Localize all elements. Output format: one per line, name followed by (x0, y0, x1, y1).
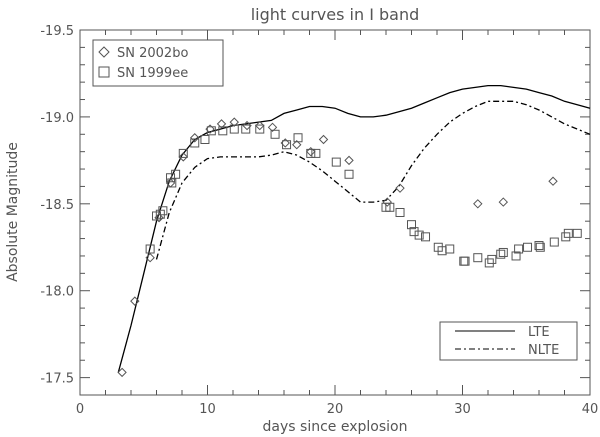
y-tick-label: -18.5 (40, 198, 74, 213)
point-sn-1999ee (293, 133, 303, 143)
point-sn-2002bo (382, 197, 392, 207)
point-sn-1999ee (145, 244, 155, 254)
point-sn-2002bo (130, 296, 140, 306)
point-sn-1999ee (158, 206, 168, 216)
legend-observations-box (92, 39, 224, 87)
model-lines (117, 84, 591, 373)
y-tick-label: -19.5 (40, 24, 74, 39)
point-sn-1999ee (241, 124, 251, 134)
point-sn-1999ee (523, 242, 533, 252)
point-sn-2002bo (498, 197, 509, 207)
y-axis-title: Absolute Magnitude (5, 142, 21, 282)
axis-tick-labels: 0 10 20 30 40 -17.5 -18.0 -18.5 -19.0 -19.5 (40, 24, 598, 417)
point-sn-2002bo (292, 140, 302, 150)
point-sn-1999ee (306, 148, 316, 158)
point-sn-1999ee (563, 228, 573, 238)
y-tick-label: -17.5 (40, 372, 74, 387)
x-axis-title: days since explosion (263, 419, 408, 435)
point-sn-1999ee (445, 244, 455, 254)
point-sn-1999ee (344, 169, 354, 179)
point-sn-1999ee (487, 254, 497, 264)
point-sn-1999ee (385, 202, 395, 212)
point-sn-1999ee (414, 230, 424, 240)
point-sn-2002bo (548, 176, 558, 186)
chart-title: light curves in I band (251, 5, 420, 24)
point-sn-2002bo (178, 152, 188, 162)
point-sn-2002bo (306, 146, 316, 157)
point-sn-1999ee (496, 249, 506, 259)
axis-ticks (79, 29, 591, 395)
point-sn-1999ee (166, 173, 176, 183)
x-tick-label: 30 (454, 402, 471, 417)
point-sn-1999ee (484, 258, 494, 268)
y-tick-label: -18.0 (40, 285, 74, 300)
point-sn-1999ee (171, 169, 181, 179)
point-sn-1999ee (407, 220, 416, 230)
point-sn-2002bo (395, 183, 405, 193)
legend-label-sn2002bo: SN 2002bo (117, 46, 188, 61)
point-sn-1999ee (534, 241, 544, 251)
point-sn-1999ee (282, 140, 292, 150)
point-sn-2002bo (145, 252, 155, 263)
x-tick-label: 10 (199, 402, 216, 417)
point-sn-1999ee (549, 237, 559, 247)
point-sn-1999ee (229, 124, 239, 134)
point-sn-1999ee (561, 232, 571, 242)
point-sn-1999ee (409, 227, 419, 237)
observed-points (117, 117, 582, 378)
point-sn-1999ee (473, 253, 483, 263)
point-sn-1999ee (460, 256, 470, 266)
legend-models: LTE NLTE (439, 321, 578, 361)
point-sn-1999ee (178, 148, 188, 158)
point-sn-1999ee (155, 209, 165, 219)
point-sn-1999ee (200, 135, 210, 144)
point-sn-1999ee (218, 126, 228, 136)
point-sn-1999ee (331, 157, 341, 167)
legend-label-sn1999ee: SN 1999ee (117, 66, 188, 81)
model-line-lte (117, 84, 591, 373)
legend-square-marker (98, 66, 110, 78)
x-tick-label: 20 (327, 402, 344, 417)
point-sn-1999ee (395, 208, 405, 217)
x-tick-label: 40 (582, 402, 599, 417)
point-sn-1999ee (421, 232, 431, 242)
x-tick-label: 0 (76, 402, 84, 417)
point-sn-2002bo (255, 120, 265, 131)
point-sn-2002bo (473, 199, 483, 209)
point-sn-1999ee (311, 148, 321, 158)
point-sn-2002bo (318, 134, 329, 145)
point-sn-2002bo (216, 119, 227, 129)
point-sn-2002bo (344, 155, 354, 166)
point-sn-1999ee (511, 251, 521, 261)
model-line-nlte (155, 100, 591, 260)
point-sn-1999ee (498, 247, 508, 257)
point-sn-1999ee (572, 228, 582, 238)
legend-observations: SN 2002bo SN 1999ee (92, 39, 224, 87)
point-sn-2002bo (190, 133, 200, 143)
point-sn-2002bo (229, 117, 239, 127)
y-tick-label: -19.0 (40, 111, 74, 126)
legend-label-nlte: NLTE (528, 343, 559, 358)
point-sn-1999ee (190, 138, 200, 148)
point-sn-2002bo (117, 367, 127, 378)
legend-diamond-marker (98, 46, 110, 58)
point-sn-1999ee (206, 126, 216, 136)
point-sn-2002bo (267, 122, 278, 133)
point-sn-1999ee (535, 242, 545, 252)
point-sn-1999ee (270, 129, 280, 139)
point-sn-2002bo (242, 120, 252, 131)
legend-label-lte: LTE (528, 325, 550, 340)
point-sn-1999ee (514, 244, 524, 254)
point-sn-1999ee (167, 178, 177, 188)
legend-models-box (439, 321, 578, 361)
point-sn-1999ee (255, 124, 265, 134)
